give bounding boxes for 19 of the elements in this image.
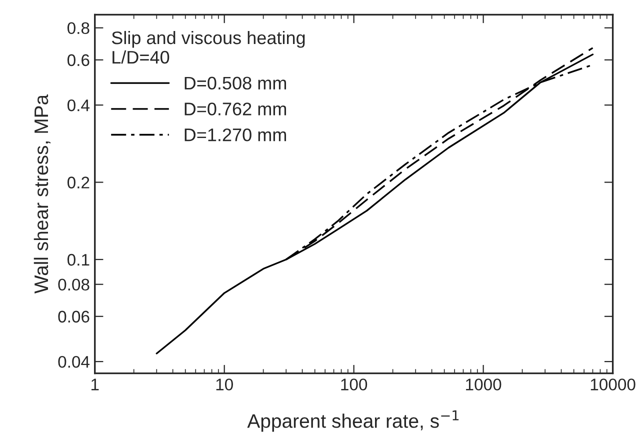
legend-label: D=1.270 mm [184,128,286,142]
y-tick-label: 0.04 [58,356,90,368]
legend-label: D=0.508 mm [184,76,286,90]
x-tick-label: 100 [341,378,368,390]
x-tick-label: 1 [92,378,99,390]
y-tick-label: 0.06 [58,310,90,323]
y-tick-label: 0.6 [67,54,90,66]
y-tick-label: 0.8 [67,22,90,34]
y-tick-label: 0.2 [67,176,90,188]
y-tick-label: 0.08 [58,278,90,291]
x-tick-label: 10 [216,378,233,390]
x-axis-title: Apparent shear rate, s$^{−1}$ [247,410,459,432]
y-tick-label: 0.4 [67,99,90,112]
legend-title: Slip and viscous heating L/D=40 [112,30,305,64]
x-tick-label: 10000 [590,378,636,390]
x-tick-label: 1000 [466,378,502,390]
y-tick-label: 0.1 [67,254,90,266]
legend-label: D=0.762 mm [184,102,286,116]
y-axis-title: Wall shear stress, MPa [34,94,50,294]
